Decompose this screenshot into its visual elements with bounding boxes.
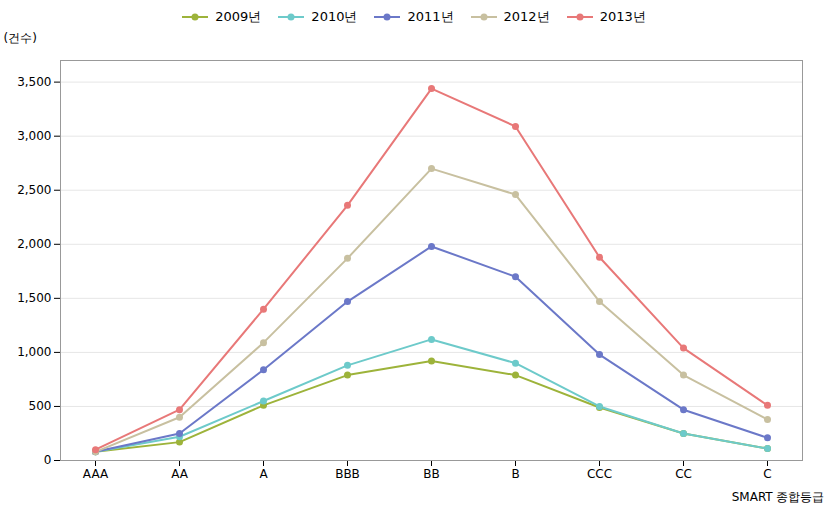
svg-text:2,500: 2,500: [17, 183, 51, 197]
svg-text:3,000: 3,000: [17, 129, 51, 143]
svg-text:BBB: BBB: [335, 467, 360, 481]
svg-text:1,500: 1,500: [17, 291, 51, 305]
html-text:2013년: 2013년: [599, 9, 646, 24]
svg-text:AAA: AAA: [83, 467, 109, 481]
svg-text:A: A: [259, 467, 268, 481]
svg-text:AA: AA: [171, 467, 189, 481]
html-text:2010년: 2010년: [311, 9, 358, 24]
svg-text:CC: CC: [675, 467, 692, 481]
html-text:2009년: 2009년: [215, 9, 262, 24]
html-text:2012년: 2012년: [503, 9, 550, 24]
svg-text:BB: BB: [423, 467, 439, 481]
svg-text:C: C: [763, 467, 771, 481]
svg-text:500: 500: [29, 399, 52, 413]
svg-text:0: 0: [44, 453, 52, 467]
svg-text:B: B: [511, 467, 519, 481]
svg-text:2,000: 2,000: [17, 237, 51, 251]
html-text:2011년: 2011년: [407, 9, 454, 24]
svg-text:(건수): (건수): [4, 31, 37, 45]
svg-text:3,500: 3,500: [17, 75, 51, 89]
svg-text:CCC: CCC: [587, 467, 612, 481]
svg-text:SMART 종합등급: SMART 종합등급: [732, 490, 825, 504]
svg-text:1,000: 1,000: [17, 345, 51, 359]
